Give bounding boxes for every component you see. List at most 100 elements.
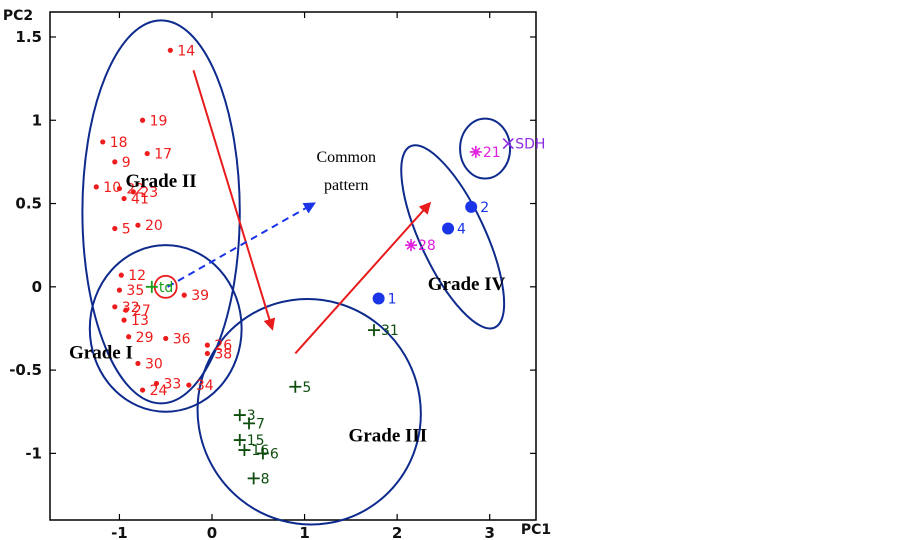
arrow-common-pattern	[167, 202, 316, 288]
data-point: SDH	[502, 137, 545, 153]
point-marker	[112, 225, 118, 232]
y-tick-label: -0.5	[9, 361, 42, 379]
point-label: 19	[150, 113, 168, 129]
point-label: 12	[128, 268, 146, 284]
point-label: 4	[457, 222, 466, 238]
point-marker	[233, 409, 246, 422]
point-label: 30	[145, 356, 163, 372]
point-marker	[153, 380, 160, 387]
point-label: 38	[214, 346, 232, 362]
cluster-ellipses	[81, 19, 512, 526]
data-point: 13	[121, 313, 149, 329]
grade-annotations: Grade II Grade I Grade III Grade IV Common pa…	[69, 149, 506, 447]
point-marker	[465, 200, 478, 213]
data-point: 26	[204, 338, 232, 354]
point-marker	[247, 472, 260, 485]
point-label: 17	[154, 147, 172, 163]
data-point: 36	[163, 331, 191, 347]
point-marker	[181, 292, 187, 298]
data-point: 12	[118, 268, 146, 284]
data-point: 28	[405, 238, 436, 254]
y-tick-label: -1	[25, 444, 42, 462]
point-marker	[126, 334, 132, 340]
point-marker	[145, 280, 158, 293]
data-point: 18	[100, 135, 128, 151]
data-point: 3	[233, 408, 256, 424]
data-point: 39	[181, 288, 209, 304]
data-point: 19	[139, 113, 168, 129]
grade-label: Grade I	[69, 342, 133, 363]
point-label: 14	[177, 43, 195, 59]
point-marker	[163, 335, 169, 342]
data-point: 27	[123, 303, 151, 319]
data-point: 7	[243, 416, 265, 432]
x-axis-label: PC1	[521, 522, 551, 538]
x-tick-label: 1	[299, 524, 309, 540]
point-marker	[123, 307, 129, 313]
point-marker	[112, 159, 118, 165]
y-tick-label: 0.5	[15, 195, 42, 213]
point-marker	[204, 350, 210, 357]
grade-iv-ellipse	[400, 144, 506, 330]
point-marker	[116, 185, 123, 192]
data-point: 5	[289, 380, 311, 396]
point-marker	[186, 382, 192, 388]
data-point: td	[145, 280, 173, 296]
grade-label: Grade II	[125, 171, 196, 192]
data-point: 30	[135, 356, 163, 372]
data-point: 41	[121, 192, 149, 208]
point-label: td	[159, 280, 173, 296]
point-label: 10	[103, 180, 121, 196]
point-label: 21	[483, 145, 501, 161]
x-tick-label: 3	[484, 524, 494, 540]
common-pattern-label: pattern	[324, 177, 368, 194]
point-label: 20	[145, 218, 163, 234]
point-marker	[372, 292, 385, 305]
grade-ii-ellipse	[81, 19, 241, 405]
data-point: 9	[112, 155, 131, 171]
axis-ticks: -1 0 1 2 31.510.50-0.5-1	[9, 12, 536, 540]
point-label: 8	[261, 471, 270, 487]
data-point: 15	[233, 433, 265, 449]
point-marker	[121, 317, 127, 323]
point-label: 39	[191, 288, 209, 304]
point-label: 27	[133, 303, 151, 319]
data-point: 35	[116, 283, 144, 299]
data-point: 38	[204, 346, 232, 362]
data-point: 4	[442, 222, 466, 238]
point-marker	[135, 360, 141, 367]
point-marker	[256, 447, 269, 460]
point-label: 35	[126, 283, 144, 299]
point-label: 24	[150, 383, 168, 399]
point-marker	[100, 139, 106, 145]
point-marker	[238, 444, 251, 457]
data-point: 14	[167, 43, 195, 59]
data-point: 8	[247, 471, 270, 487]
point-marker	[135, 222, 141, 228]
point-label: 16	[251, 443, 269, 459]
point-marker	[130, 189, 136, 195]
point-label: 29	[136, 330, 154, 346]
arrow-14-to-iii	[192, 70, 276, 331]
x-tick-label: -1	[111, 524, 128, 540]
grade-i-ellipse	[88, 244, 243, 413]
common-pattern-label: Common	[316, 149, 376, 166]
point-label: 5	[122, 222, 131, 238]
point-marker	[502, 138, 514, 150]
data-point: 1	[372, 291, 397, 307]
data-point: 22	[116, 182, 144, 198]
point-marker	[121, 195, 127, 202]
data-point: 20	[135, 218, 163, 234]
data-point: 33	[153, 376, 181, 392]
grade-label: Grade IV	[428, 274, 506, 295]
y-tick-label: 1.5	[15, 28, 42, 46]
point-marker	[442, 222, 455, 235]
point-marker	[243, 417, 256, 430]
y-tick-label: 0	[32, 278, 42, 296]
point-label: SDH	[515, 137, 545, 153]
point-marker	[118, 272, 124, 278]
point-marker	[204, 342, 210, 348]
data-point: 17	[144, 147, 172, 163]
data-point: 23	[130, 185, 158, 201]
